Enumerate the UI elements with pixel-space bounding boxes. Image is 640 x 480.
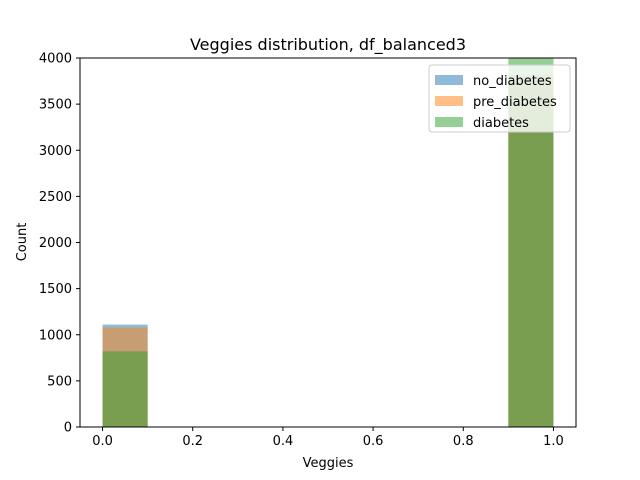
y-tick-label: 2000 bbox=[39, 236, 72, 251]
legend-box bbox=[428, 64, 571, 133]
chart-title: Veggies distribution, df_balanced3 bbox=[190, 35, 466, 55]
bars-group bbox=[102, 58, 554, 427]
legend-swatch-no_diabetes bbox=[435, 75, 463, 85]
x-tick-label: 0.4 bbox=[273, 434, 294, 449]
y-ticks: 0 500 1000 1500 2000 2500 3000 3500 4000 bbox=[39, 52, 80, 436]
x-tick-label: 0.8 bbox=[453, 434, 474, 449]
legend-label-diabetes: diabetes bbox=[473, 116, 529, 131]
legend-label-no_diabetes: no_diabetes bbox=[473, 74, 552, 89]
y-tick-label: 0 bbox=[64, 421, 72, 436]
x-tick-label: 0.6 bbox=[363, 434, 384, 449]
y-tick-label: 1500 bbox=[39, 282, 72, 297]
x-ticks: 0.0 0.2 0.4 0.6 0.8 1.0 bbox=[92, 427, 564, 449]
legend: no_diabetes pre_diabetes diabetes bbox=[428, 64, 571, 133]
y-axis-label: Count bbox=[15, 223, 30, 262]
y-tick-label: 2500 bbox=[39, 190, 72, 205]
y-tick-label: 1000 bbox=[39, 328, 72, 343]
x-axis-label: Veggies bbox=[303, 456, 354, 471]
legend-swatch-diabetes bbox=[435, 117, 463, 127]
legend-label-pre_diabetes: pre_diabetes bbox=[473, 95, 557, 110]
x-tick-label: 0.0 bbox=[92, 434, 113, 449]
y-tick-label: 3500 bbox=[39, 98, 72, 113]
y-tick-label: 4000 bbox=[39, 52, 72, 67]
legend-swatch-pre_diabetes bbox=[435, 96, 463, 106]
bar-diabetes-0 bbox=[102, 351, 148, 427]
y-tick-label: 3000 bbox=[39, 144, 72, 159]
x-tick-label: 1.0 bbox=[543, 434, 564, 449]
y-tick-label: 500 bbox=[47, 374, 72, 389]
x-tick-label: 0.2 bbox=[182, 434, 203, 449]
